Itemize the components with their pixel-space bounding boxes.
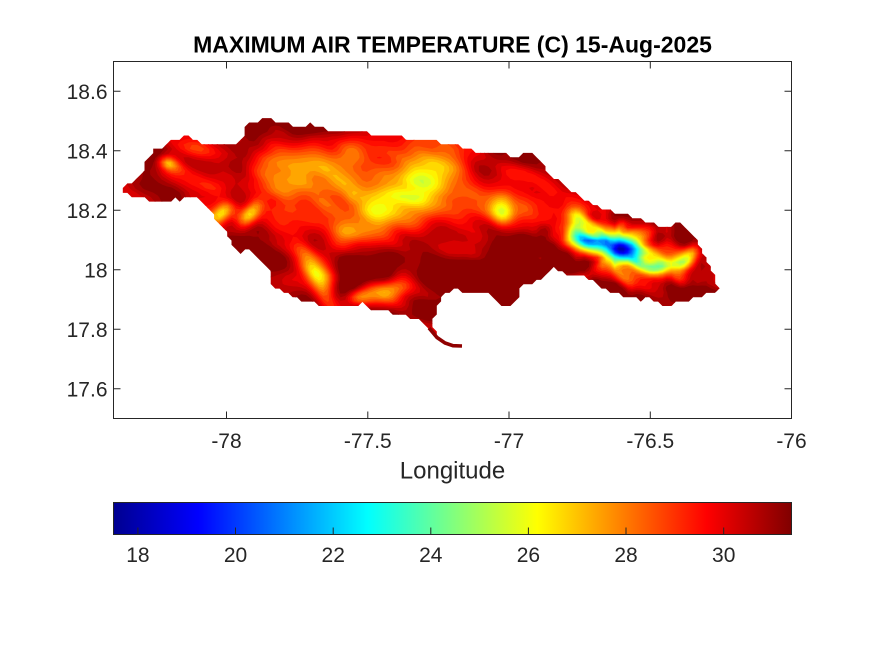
svg-text:20: 20 <box>224 544 247 567</box>
svg-text:18: 18 <box>84 260 107 283</box>
svg-text:18.6: 18.6 <box>67 81 108 104</box>
svg-text:-77.5: -77.5 <box>344 430 392 453</box>
svg-text:18.4: 18.4 <box>67 141 108 164</box>
svg-text:18.2: 18.2 <box>67 200 108 223</box>
svg-text:-78: -78 <box>211 430 241 453</box>
svg-text:30: 30 <box>712 544 735 567</box>
svg-text:-76: -76 <box>776 430 806 453</box>
svg-text:22: 22 <box>322 544 345 567</box>
svg-text:Longitude: Longitude <box>400 458 505 485</box>
svg-text:-76.5: -76.5 <box>626 430 674 453</box>
svg-text:24: 24 <box>419 544 443 567</box>
svg-text:-77: -77 <box>494 430 524 453</box>
svg-text:17.8: 17.8 <box>67 319 108 342</box>
svg-text:17.6: 17.6 <box>67 379 108 402</box>
svg-text:28: 28 <box>614 544 637 567</box>
svg-text:18: 18 <box>126 544 149 567</box>
svg-text:MAXIMUM AIR TEMPERATURE (C) 15: MAXIMUM AIR TEMPERATURE (C) 15-Aug-2025 <box>193 32 712 58</box>
svg-text:26: 26 <box>517 544 540 567</box>
